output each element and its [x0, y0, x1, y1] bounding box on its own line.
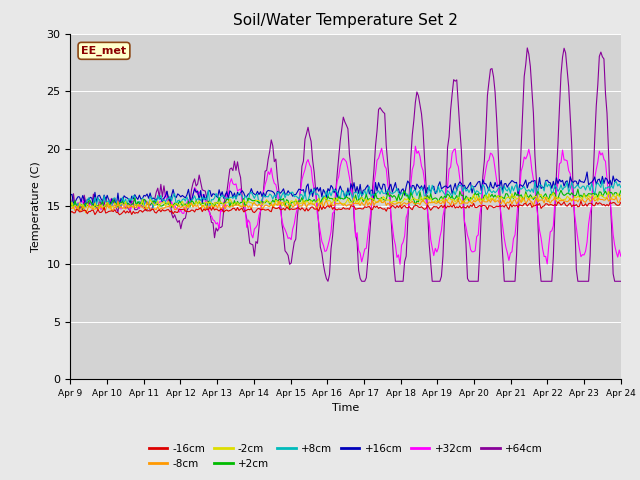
X-axis label: Time: Time — [332, 404, 359, 413]
Y-axis label: Temperature (C): Temperature (C) — [31, 161, 41, 252]
Legend: -16cm, -8cm, -2cm, +2cm, +8cm, +16cm, +32cm, +64cm: -16cm, -8cm, -2cm, +2cm, +8cm, +16cm, +3… — [145, 440, 547, 473]
Title: Soil/Water Temperature Set 2: Soil/Water Temperature Set 2 — [233, 13, 458, 28]
Text: EE_met: EE_met — [81, 46, 127, 56]
